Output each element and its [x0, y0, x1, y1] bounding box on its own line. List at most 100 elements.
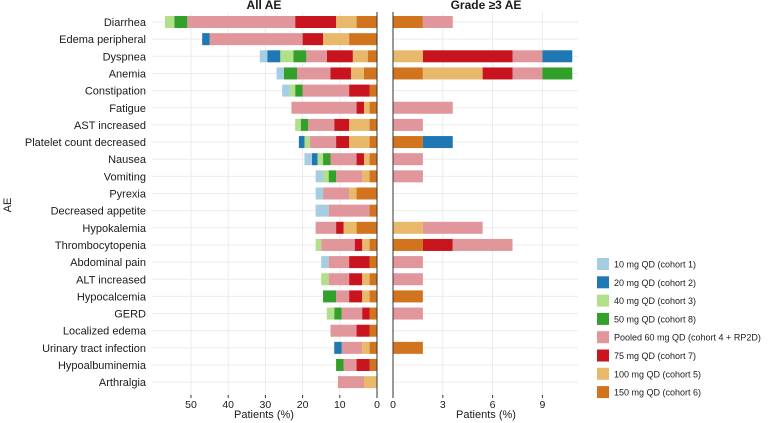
bar-all-ae-constipation-50-mg-qd-cohort-8	[295, 84, 303, 97]
category-label-hypoalbuminemia: Hypoalbuminemia	[58, 360, 147, 372]
bar-all-ae-platelet-count-decreased-75-mg-qd-cohort-7	[336, 136, 350, 149]
bar-all-ae-vomiting-100-mg-qd-cohort-5	[362, 170, 370, 183]
x-tick-label-all-ae-20: 20	[297, 399, 309, 411]
category-label-urinary-tract-infection: Urinary tract infection	[42, 343, 146, 355]
bar-all-ae-abdominal-pain-pooled-60-mg-qd-cohort-4-rp2d	[328, 256, 350, 269]
bar-grade3-ae-anemia-75-mg-qd-cohort-7	[482, 67, 513, 80]
bar-grade3-ae-fatigue-pooled-60-mg-qd-cohort-4-rp2d	[393, 101, 453, 114]
bar-all-ae-dyspnea-150-mg-qd-cohort-6	[367, 50, 377, 63]
legend-swatch-40-mg-qd-cohort-3	[597, 294, 609, 307]
bar-all-ae-platelet-count-decreased-pooled-60-mg-qd-cohort-4-rp2d	[310, 136, 337, 149]
bar-grade3-ae-dyspnea-20-mg-qd-cohort-2	[542, 50, 573, 63]
panel-all-ae: 0 10 20 30 40 50 All AE Patients (%)	[152, 0, 380, 421]
bar-all-ae-ast-increased-40-mg-qd-cohort-3	[295, 118, 301, 131]
legend-swatch-100-mg-qd-cohort-5	[597, 367, 609, 380]
bar-grade3-ae-anemia-pooled-60-mg-qd-cohort-4-rp2d	[512, 67, 543, 80]
bar-all-ae-fatigue-75-mg-qd-cohort-7	[356, 101, 364, 114]
bar-all-ae-vomiting-10-mg-qd-cohort-1	[315, 170, 324, 183]
category-label-nausea: Nausea	[108, 154, 147, 166]
bar-all-ae-hypoalbuminemia-75-mg-qd-cohort-7	[356, 359, 370, 371]
bar-all-ae-vomiting-40-mg-qd-cohort-3	[323, 170, 329, 183]
panel-all-ae-x-ticks: 0 10 20 30 40 50	[185, 395, 380, 411]
bar-all-ae-vomiting-50-mg-qd-cohort-8	[328, 170, 337, 183]
bar-all-ae-decreased-appetite-150-mg-qd-cohort-6	[369, 204, 377, 217]
bar-grade3-ae-ast-increased-pooled-60-mg-qd-cohort-4-rp2d	[393, 118, 423, 131]
bar-all-ae-constipation-40-mg-qd-cohort-3	[289, 84, 296, 97]
legend-label-10-mg-qd-cohort-1: 10 mg QD (cohort 1)	[614, 260, 696, 270]
bar-all-ae-anemia-pooled-60-mg-qd-cohort-4-rp2d	[297, 67, 331, 80]
bar-all-ae-thrombocytopenia-75-mg-qd-cohort-7	[354, 238, 363, 251]
x-tick-label-all-ae-0: 0	[374, 399, 380, 411]
bar-grade3-ae-dyspnea-100-mg-qd-cohort-5	[393, 50, 423, 63]
bar-all-ae-localized-edema-150-mg-qd-cohort-6	[369, 324, 377, 337]
bar-all-ae-diarrhea-150-mg-qd-cohort-6	[356, 16, 377, 28]
bar-all-ae-diarrhea-75-mg-qd-cohort-7	[295, 16, 337, 28]
x-tick-label-grade3-ae-6: 6	[490, 399, 496, 411]
bar-all-ae-fatigue-100-mg-qd-cohort-5	[363, 101, 370, 114]
panel-grade3-ae: 0 3 6 9 Grade ≥3 AE Patients (%)	[390, 0, 578, 421]
bar-all-ae-thrombocytopenia-pooled-60-mg-qd-cohort-4-rp2d	[321, 238, 355, 251]
bar-all-ae-vomiting-150-mg-qd-cohort-6	[369, 170, 377, 183]
category-labels: Diarrhea Edema peripheral Dyspnea Anemia Con…	[25, 17, 147, 389]
bar-all-ae-dyspnea-50-mg-qd-cohort-8	[293, 50, 307, 63]
legend-label-100-mg-qd-cohort-5: 100 mg QD (cohort 5)	[614, 369, 701, 379]
legend-label-40-mg-qd-cohort-3: 40 mg QD (cohort 3)	[614, 296, 696, 306]
category-label-hypocalcemia: Hypocalcemia	[77, 291, 147, 303]
bar-all-ae-diarrhea-100-mg-qd-cohort-5	[336, 16, 357, 28]
panel-grade3-ae-x-axis-title: Patients (%)	[456, 409, 516, 421]
bar-all-ae-nausea-pooled-60-mg-qd-cohort-4-rp2d	[330, 153, 357, 166]
bar-grade3-ae-thrombocytopenia-75-mg-qd-cohort-7	[422, 238, 453, 251]
bar-all-ae-gerd-40-mg-qd-cohort-3	[326, 307, 335, 320]
bar-grade3-ae-dyspnea-75-mg-qd-cohort-7	[422, 50, 513, 63]
bar-all-ae-gerd-pooled-60-mg-qd-cohort-4-rp2d	[341, 307, 363, 320]
bar-all-ae-alt-increased-150-mg-qd-cohort-6	[369, 273, 377, 286]
bar-all-ae-ast-increased-75-mg-qd-cohort-7	[334, 118, 350, 131]
bar-grade3-ae-urinary-tract-infection-150-mg-qd-cohort-6	[393, 341, 423, 354]
panel-all-ae-title: All AE	[247, 0, 282, 12]
bar-all-ae-localized-edema-75-mg-qd-cohort-7	[356, 324, 370, 337]
bar-all-ae-anemia-75-mg-qd-cohort-7	[330, 67, 351, 80]
bar-all-ae-decreased-appetite-10-mg-qd-cohort-1	[315, 204, 329, 217]
legend-label-20-mg-qd-cohort-2: 20 mg QD (cohort 2)	[614, 278, 696, 288]
bar-all-ae-hypoalbuminemia-50-mg-qd-cohort-8	[336, 359, 344, 371]
bar-all-ae-platelet-count-decreased-150-mg-qd-cohort-6	[369, 136, 377, 149]
bar-all-ae-nausea-10-mg-qd-cohort-1	[304, 153, 312, 166]
bar-all-ae-hypokalemia-pooled-60-mg-qd-cohort-4-rp2d	[315, 221, 337, 234]
bar-all-ae-nausea-40-mg-qd-cohort-3	[317, 153, 324, 166]
bar-all-ae-edema-peripheral-150-mg-qd-cohort-6	[349, 33, 377, 46]
bar-all-ae-urinary-tract-infection-150-mg-qd-cohort-6	[369, 341, 377, 354]
legend: 10 mg QD (cohort 1) 20 mg QD (cohort 2) 40…	[597, 258, 761, 399]
bar-grade3-ae-thrombocytopenia-150-mg-qd-cohort-6	[393, 238, 423, 251]
bar-grade3-ae-gerd-pooled-60-mg-qd-cohort-4-rp2d	[393, 307, 423, 320]
bar-all-ae-constipation-75-mg-qd-cohort-7	[349, 84, 370, 97]
bar-all-ae-constipation-150-mg-qd-cohort-6	[369, 84, 377, 97]
bar-all-ae-constipation-pooled-60-mg-qd-cohort-4-rp2d	[302, 84, 350, 97]
bar-all-ae-anemia-100-mg-qd-cohort-5	[350, 67, 364, 80]
bar-all-ae-gerd-150-mg-qd-cohort-6	[369, 307, 377, 320]
bar-all-ae-ast-increased-150-mg-qd-cohort-6	[369, 118, 377, 131]
bar-all-ae-arthralgia-100-mg-qd-cohort-5	[363, 376, 377, 389]
bar-all-ae-nausea-50-mg-qd-cohort-8	[323, 153, 331, 166]
bar-grade3-ae-nausea-pooled-60-mg-qd-cohort-4-rp2d	[393, 153, 423, 166]
bar-all-ae-dyspnea-75-mg-qd-cohort-7	[326, 50, 353, 63]
bar-all-ae-abdominal-pain-150-mg-qd-cohort-6	[369, 256, 377, 269]
bar-grade3-ae-hypokalemia-100-mg-qd-cohort-5	[393, 221, 423, 234]
bar-grade3-ae-platelet-count-decreased-150-mg-qd-cohort-6	[393, 136, 423, 149]
category-label-platelet-count-decreased: Platelet count decreased	[25, 137, 146, 149]
bar-all-ae-hypocalcemia-pooled-60-mg-qd-cohort-4-rp2d	[336, 290, 350, 303]
bar-all-ae-alt-increased-40-mg-qd-cohort-3	[321, 273, 329, 286]
bar-all-ae-ast-increased-50-mg-qd-cohort-8	[300, 118, 309, 131]
category-label-fatigue: Fatigue	[109, 103, 146, 115]
bar-all-ae-nausea-150-mg-qd-cohort-6	[369, 153, 377, 166]
bar-all-ae-platelet-count-decreased-100-mg-qd-cohort-5	[349, 136, 370, 149]
bar-all-ae-fatigue-pooled-60-mg-qd-cohort-4-rp2d	[291, 101, 357, 114]
bar-all-ae-alt-increased-100-mg-qd-cohort-5	[362, 273, 370, 286]
category-label-decreased-appetite: Decreased appetite	[51, 206, 146, 218]
bar-grade3-ae-hypocalcemia-150-mg-qd-cohort-6	[393, 290, 423, 303]
bar-all-ae-platelet-count-decreased-40-mg-qd-cohort-3	[304, 136, 311, 149]
bar-grade3-ae-dyspnea-pooled-60-mg-qd-cohort-4-rp2d	[512, 50, 543, 63]
category-label-gerd: GERD	[114, 309, 146, 321]
legend-swatch-150-mg-qd-cohort-6	[597, 386, 609, 399]
bar-all-ae-edema-peripheral-20-mg-qd-cohort-2	[202, 33, 210, 46]
bar-all-ae-hypoalbuminemia-pooled-60-mg-qd-cohort-4-rp2d	[343, 359, 357, 371]
